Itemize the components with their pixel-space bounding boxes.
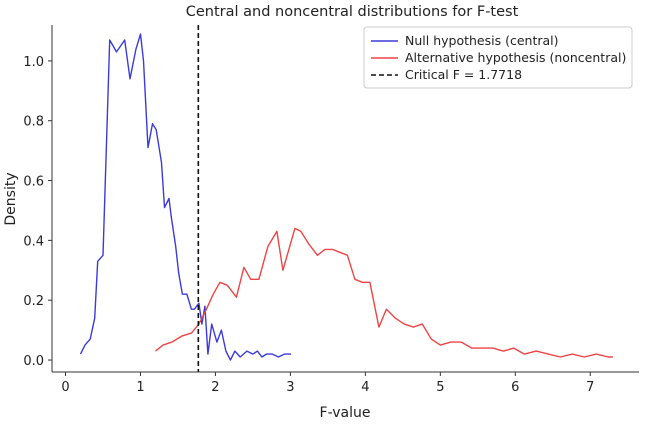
y-tick-label: 0.2: [23, 294, 44, 309]
x-tick-label: 6: [511, 380, 519, 395]
legend-label-critical: Critical F = 1.7718: [405, 67, 522, 82]
x-ticks: 0 1 2 3 4 5 6 7: [61, 372, 594, 395]
legend-box: [363, 26, 633, 89]
x-axis-label: F-value: [320, 405, 371, 421]
y-tick-label: 0.6: [23, 175, 44, 190]
x-tick-label: 0: [61, 380, 69, 395]
y-tick-label: 1.0: [23, 55, 44, 70]
y-axis-label: Density: [3, 172, 19, 225]
legend: Null hypothesis (central) Alternative hy…: [363, 26, 633, 89]
chart-title: Central and noncentral distributions for…: [186, 4, 519, 20]
series-line-alternative: [155, 227, 613, 358]
y-tick-label: 0.0: [23, 354, 44, 369]
y-ticks: 0.0 0.2 0.4 0.6 0.8 1.0: [23, 55, 52, 369]
x-tick-label: 5: [436, 380, 444, 395]
y-tick-label: 0.8: [23, 115, 44, 130]
y-tick-label: 0.4: [23, 234, 44, 249]
x-tick-label: 7: [586, 380, 594, 395]
x-tick-label: 1: [136, 380, 144, 395]
plot-area: [79, 25, 613, 372]
x-tick-label: 2: [211, 380, 219, 395]
legend-label-null: Null hypothesis (central): [405, 33, 559, 48]
x-tick-label: 4: [361, 380, 369, 395]
x-tick-label: 3: [286, 380, 294, 395]
legend-label-alternative: Alternative hypothesis (noncentral): [405, 50, 626, 65]
series-line-null: [79, 33, 292, 361]
